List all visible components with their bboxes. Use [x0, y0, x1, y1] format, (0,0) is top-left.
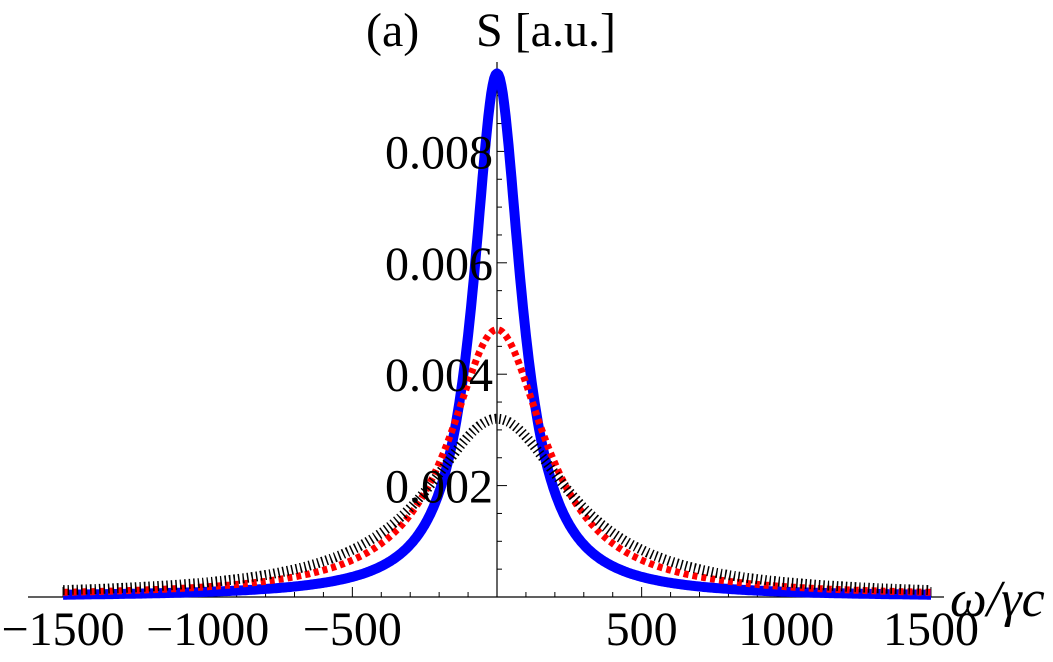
y-tick-label: 0.008 — [385, 126, 493, 179]
series-line-3 — [59, 413, 935, 596]
y-tick-label: 0.006 — [385, 238, 493, 291]
y-tick-label: 0.002 — [385, 461, 493, 514]
panel-label: (a) — [366, 4, 419, 57]
x-tick-label: −500 — [303, 603, 402, 656]
x-tick-label: 1000 — [738, 603, 834, 656]
x-tick-label: −1000 — [146, 603, 269, 656]
x-tick-label: −1500 — [2, 603, 125, 656]
labels-group: −1500 −1000 −500 500 1000 1500 0.002 0.004 0.006… — [2, 126, 979, 656]
x-tick-label: 500 — [606, 603, 678, 656]
x-axis-label: ω/γc — [950, 571, 1045, 628]
y-axis-label: S [a.u.] — [476, 4, 616, 57]
series-line-1 — [59, 68, 935, 600]
series-group — [59, 68, 935, 600]
x-tick-label: 1500 — [883, 603, 979, 656]
y-tick-label: 0.004 — [385, 349, 493, 402]
